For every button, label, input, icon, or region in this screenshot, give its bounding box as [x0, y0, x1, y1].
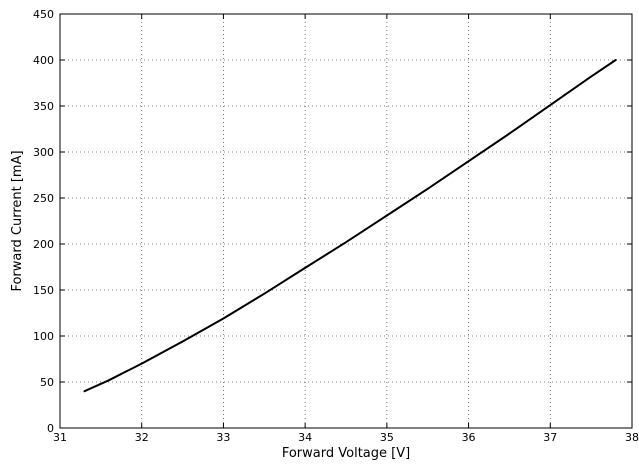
- series-line: [85, 60, 616, 391]
- x-tick-label: 37: [543, 431, 557, 444]
- y-tick-label: 0: [47, 422, 54, 435]
- x-tick-labels: 31 32 33 34 35 36 37 38: [53, 431, 639, 444]
- y-tick-label: 150: [33, 284, 54, 297]
- y-tick-label: 100: [33, 330, 54, 343]
- x-tick-label: 31: [53, 431, 67, 444]
- x-tick-label: 34: [298, 431, 312, 444]
- plot-frame: [60, 14, 632, 428]
- x-tick-label: 36: [462, 431, 476, 444]
- y-tick-label: 50: [40, 376, 54, 389]
- y-tick-label: 250: [33, 192, 54, 205]
- y-tick-label: 450: [33, 8, 54, 21]
- y-tick-label: 300: [33, 146, 54, 159]
- grid: [60, 14, 632, 428]
- y-tick-label: 200: [33, 238, 54, 251]
- y-tick-labels: 0 50 100 150 200 250 300 350 400 450: [33, 8, 54, 435]
- y-axis-label: Forward Current [mA]: [10, 150, 25, 291]
- y-tick-label: 350: [33, 100, 54, 113]
- x-axis-label: Forward Voltage [V]: [282, 446, 410, 461]
- x-tick-label: 32: [135, 431, 149, 444]
- x-tick-label: 35: [380, 431, 394, 444]
- x-tick-label: 38: [625, 431, 639, 444]
- ticks: [60, 14, 632, 428]
- y-tick-label: 400: [33, 54, 54, 67]
- x-tick-label: 33: [216, 431, 230, 444]
